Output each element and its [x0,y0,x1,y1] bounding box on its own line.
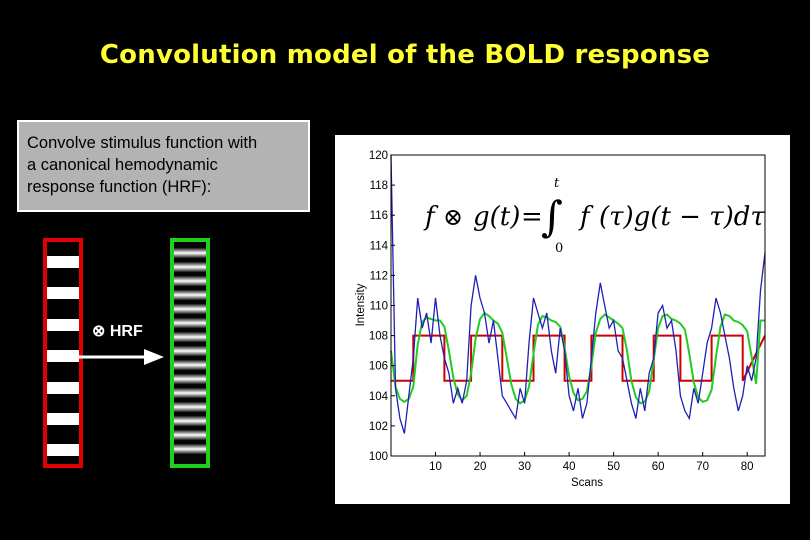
y-axis-label: Intensity [355,283,367,326]
x-tick-label: 50 [607,461,620,473]
explanation-line-2: a canonical hemodynamic [27,156,218,174]
y-tick-label: 104 [369,391,389,403]
svg-text:0: 0 [555,241,563,256]
y-tick-label: 114 [370,240,389,252]
series-line-2 [390,311,765,405]
bold-response-plot: 10 20 30 40 50 60 70 80 100 102 104 106 108 110 112 114… [335,135,790,504]
convolved-response-strip [170,238,210,468]
x-axis-label: Scans [571,477,603,489]
y-tick-label: 120 [369,150,388,162]
y-tick-label: 112 [370,270,388,282]
svg-text:g(t): g(t) [473,202,520,232]
series-line-3 [390,154,766,434]
explanation-line-1: Convolve stimulus function with [27,134,258,152]
explanation-box: Convolve stimulus function with a canoni… [17,120,310,212]
y-tick-label: 110 [370,301,388,313]
y-tick-label: 106 [369,361,388,373]
x-tick-label: 60 [652,461,665,473]
x-tick-label: 10 [429,461,442,473]
x-tick-label: 20 [474,461,487,473]
stimulus-blocks [47,242,79,464]
series-line-1 [391,334,766,382]
hrf-label: ⊗ HRF [92,323,143,340]
y-tick-label: 108 [369,331,388,343]
y-tick-label: 100 [369,451,388,463]
svg-text:⊗: ⊗ [443,203,463,231]
stimulus-function-strip [43,238,83,468]
y-tick-label: 102 [369,421,388,433]
convolved-blocks [174,242,206,464]
plot-svg: 10 20 30 40 50 60 70 80 100 102 104 106 108 110 112 114… [355,150,766,489]
explanation-line-3: response function (HRF): [27,178,212,196]
arrow-icon [78,349,164,365]
svg-text:(τ)g(t − τ)dτ: (τ)g(t − τ)dτ [599,202,765,232]
x-tick-label: 80 [741,461,754,473]
svg-text:=: = [521,202,543,232]
slide-title: Convolution model of the BOLD response [99,40,711,70]
y-tick-label: 116 [370,210,388,222]
convolution-equation: f ⊗ g(t) = ∫ t 0 f (τ)g(t − τ)dτ [413,175,765,256]
x-tick-label: 30 [518,461,531,473]
svg-text:t: t [554,176,560,191]
x-tick-label: 70 [696,461,709,473]
y-tick-label: 118 [370,180,388,192]
x-tick-label: 40 [563,461,576,473]
svg-text:∫: ∫ [541,192,563,241]
